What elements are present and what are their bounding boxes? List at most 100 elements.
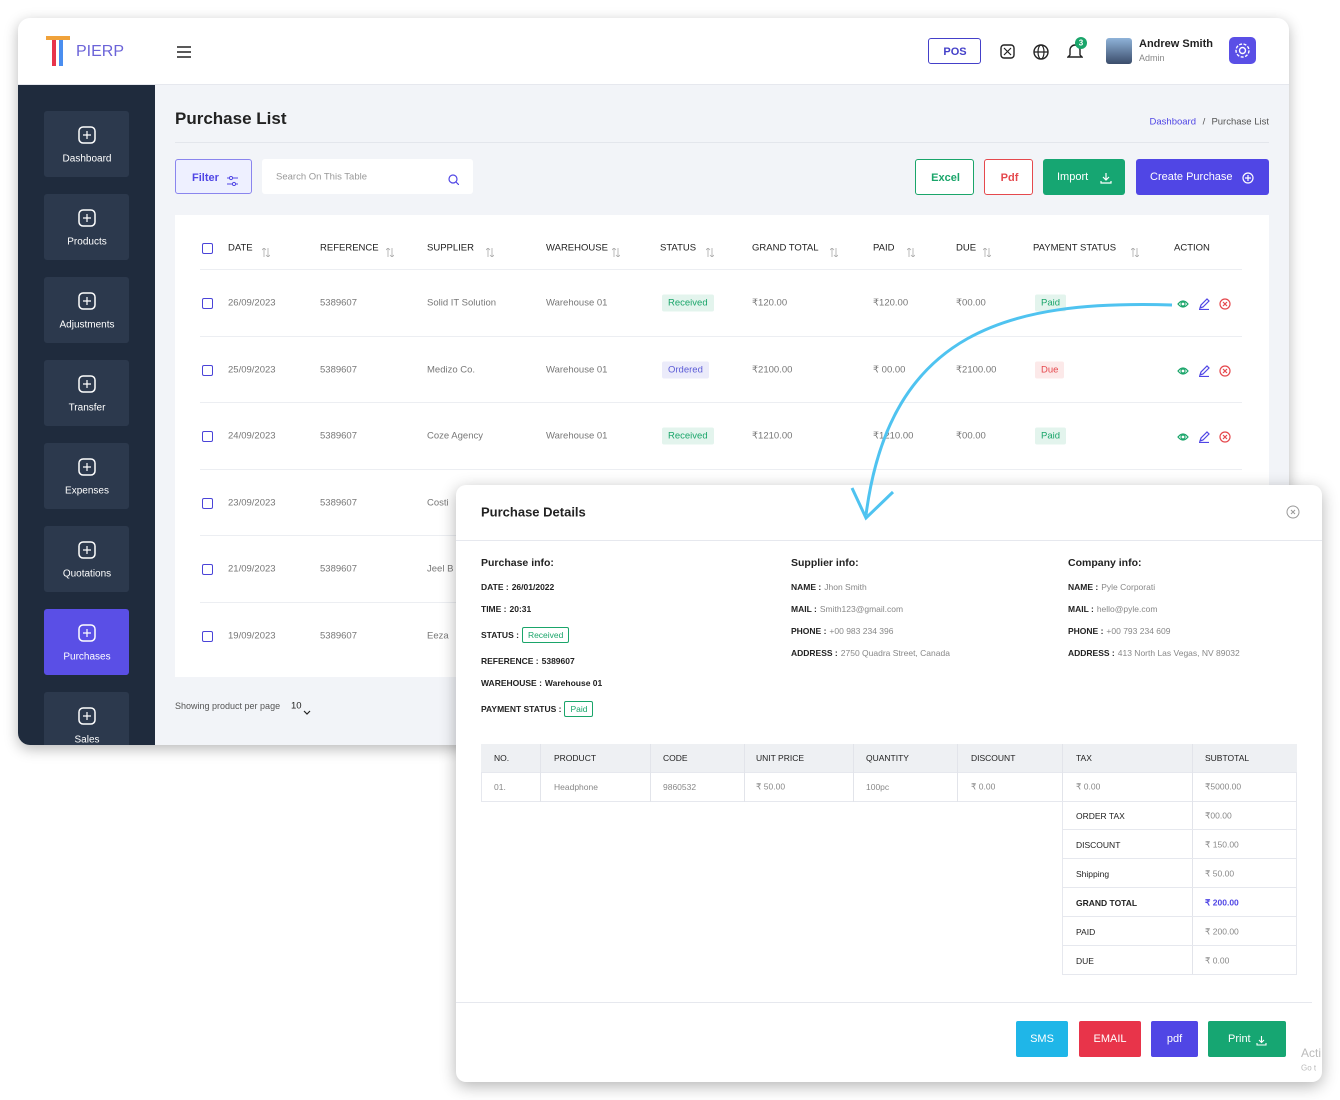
delete-action[interactable] (1219, 364, 1231, 377)
search-icon (448, 172, 460, 186)
sidebar-icon (77, 457, 97, 477)
summary-row (1062, 946, 1297, 975)
search-box[interactable]: Search On This Table (262, 159, 473, 194)
sidebar-item[interactable]: Purchases (44, 609, 129, 675)
sidebar-item[interactable]: Dashboard (44, 111, 129, 177)
info-value: +00 983 234 396 (829, 626, 894, 636)
checkbox[interactable] (202, 298, 213, 309)
info-heading: Purchase info: (481, 557, 554, 569)
breadcrumb-link[interactable]: Dashboard (1149, 116, 1196, 128)
cell: ₹00.00 (956, 297, 986, 309)
fullscreen-icon[interactable] (1000, 44, 1015, 59)
checkbox[interactable] (202, 243, 213, 254)
sidebar-item[interactable]: Sales (44, 692, 129, 745)
checkbox[interactable] (202, 630, 213, 642)
info-value: 26/01/2022 (511, 582, 555, 592)
delete-action-glyph (1219, 298, 1231, 310)
modal-action-label: EMAIL (1093, 1033, 1127, 1045)
summary-label: GRAND TOTAL (1076, 898, 1138, 908)
watermark: Go t (1301, 1063, 1317, 1073)
info-heading: Company info: (1068, 557, 1142, 569)
language-icon[interactable] (1033, 44, 1049, 60)
logo-icon (44, 34, 74, 70)
items-cell: 01. (494, 782, 506, 792)
cell: 5389607 (320, 297, 357, 309)
sidebar-item[interactable]: Products (44, 194, 129, 260)
sort-icon[interactable] (385, 244, 394, 258)
sidebar-icon (77, 374, 97, 394)
create-purchase-button[interactable]: Create Purchase (1136, 159, 1269, 195)
sidebar-item[interactable]: Adjustments (44, 277, 129, 343)
sort-icon[interactable] (830, 244, 839, 258)
view-action[interactable] (1177, 297, 1189, 309)
summary-value: ₹ 0.00 (1205, 955, 1230, 966)
column-header: WAREHOUSE (546, 242, 608, 254)
modal-action-button[interactable]: SMS (1016, 1021, 1068, 1057)
checkbox[interactable] (202, 497, 213, 509)
info-label: STATUS : (481, 630, 519, 640)
modal-action-button[interactable]: pdf (1151, 1021, 1198, 1057)
view-action[interactable] (1177, 364, 1189, 376)
import-button[interactable]: Import (1043, 159, 1125, 195)
sidebar-icon-glyph (78, 209, 96, 227)
cell: ₹1210.00 (752, 430, 793, 442)
pos-label: POS (943, 46, 967, 58)
settings-button[interactable] (1229, 37, 1256, 64)
column-header: GRAND TOTAL (752, 242, 819, 254)
modal-action-label: pdf (1166, 1033, 1183, 1045)
search-placeholder: Search On This Table (276, 171, 368, 183)
checkbox[interactable] (202, 364, 213, 376)
items-row (481, 772, 1297, 802)
edit-action[interactable] (1198, 364, 1210, 377)
sort-icon[interactable] (706, 244, 715, 258)
close-button[interactable] (1286, 505, 1300, 519)
sidebar-item[interactable]: Quotations (44, 526, 129, 592)
edit-action[interactable] (1198, 430, 1210, 444)
summary-row (1062, 830, 1297, 859)
sidebar-icon-glyph (78, 458, 96, 476)
modal-action-label: SMS (1030, 1033, 1054, 1045)
summary-value: ₹ 200.00 (1205, 897, 1239, 908)
sidebar-item[interactable]: Expenses (44, 443, 129, 509)
sort-icon[interactable] (485, 244, 495, 258)
sort-icon[interactable] (611, 244, 620, 258)
modal-action-label: Print (1228, 1033, 1251, 1045)
modal-action-button[interactable]: EMAIL (1079, 1021, 1141, 1057)
menu-toggle[interactable] (177, 45, 191, 58)
checkbox[interactable] (202, 564, 213, 575)
sidebar-icon (77, 291, 97, 311)
sort-icon[interactable] (982, 244, 992, 258)
sort-icon[interactable] (906, 244, 915, 258)
delete-action[interactable] (1219, 297, 1231, 310)
sidebar-item[interactable]: Transfer (44, 360, 129, 426)
row-divider (200, 402, 1242, 403)
sort-icon[interactable] (261, 244, 270, 258)
pdf-button[interactable]: Pdf (984, 159, 1033, 195)
filter-button[interactable]: Filter (175, 159, 252, 194)
sort-icon[interactable] (1130, 244, 1139, 258)
info-value: 413 North Las Vegas, NV 89032 (1117, 648, 1240, 658)
per-page-value[interactable]: 10 (291, 700, 302, 712)
info-value: 2750 Quadra Street, Canada (840, 648, 950, 658)
cell: ₹ 00.00 (873, 364, 906, 375)
delete-action[interactable] (1219, 430, 1231, 443)
items-cell: ₹ 0.00 (1076, 781, 1101, 792)
cell: ₹120.00 (752, 297, 788, 309)
column-divider (853, 744, 854, 802)
view-action[interactable] (1177, 430, 1189, 442)
checkbox[interactable] (202, 431, 213, 442)
modal-title: Purchase Details (481, 504, 586, 520)
edit-action[interactable] (1198, 297, 1210, 311)
sidebar-icon (77, 706, 97, 726)
summary-label: PAID (1076, 927, 1096, 937)
filter-icon (227, 173, 238, 187)
summary-value: ₹ 200.00 (1205, 926, 1239, 937)
excel-button[interactable]: Excel (915, 159, 974, 195)
delete-action-glyph (1219, 364, 1231, 377)
per-page-chevron[interactable] (303, 703, 311, 715)
pos-button[interactable]: POS (928, 38, 981, 64)
status-badge: Due (1035, 361, 1065, 378)
filter-icon-glyph (227, 175, 238, 187)
divider (456, 540, 1322, 541)
modal-action-button[interactable]: Print (1208, 1021, 1286, 1057)
